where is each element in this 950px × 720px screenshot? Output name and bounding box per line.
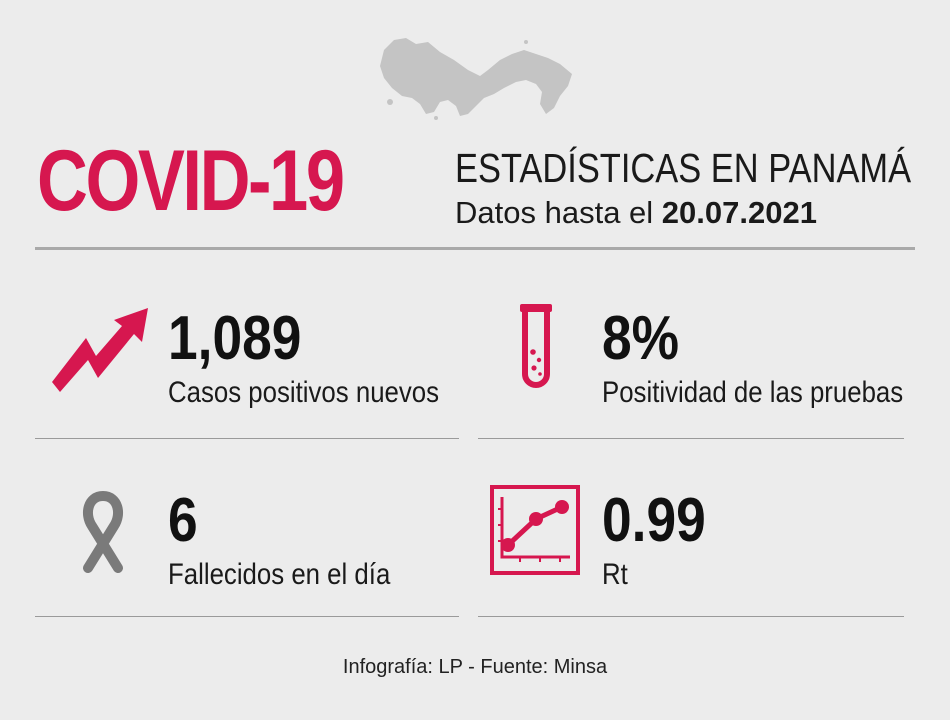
header-divider (35, 247, 915, 250)
stat-value-deaths: 6 (168, 486, 198, 555)
stat-label-rt: Rt (602, 558, 628, 591)
stat-label-deaths: Fallecidos en el día (168, 558, 391, 591)
trend-up-arrow-icon (52, 308, 148, 392)
row-divider (478, 616, 904, 617)
page-subtitle: ESTADÍSTICAS EN PANAMÁ (455, 145, 912, 191)
stat-label-positivity: Positividad de las pruebas (602, 376, 904, 409)
date-prefix: Datos hasta el (455, 195, 662, 230)
date-line: Datos hasta el 20.07.2021 (455, 194, 817, 232)
page-title: COVID-19 (37, 133, 345, 229)
row-divider (35, 616, 459, 617)
test-tube-icon (520, 304, 552, 388)
stat-value-rt: 0.99 (602, 486, 706, 555)
data-date: 20.07.2021 (661, 195, 817, 230)
mourning-ribbon-icon (83, 490, 123, 573)
line-chart-icon (490, 485, 580, 575)
row-divider (35, 438, 459, 439)
source-credit: Infografía: LP - Fuente: Minsa (342, 656, 608, 678)
stat-value-new-cases: 1,089 (168, 304, 302, 373)
stat-value-positivity: 8% (602, 304, 680, 373)
row-divider (478, 438, 904, 439)
panama-map-icon (380, 38, 572, 120)
stat-label-new-cases: Casos positivos nuevos (168, 376, 440, 409)
